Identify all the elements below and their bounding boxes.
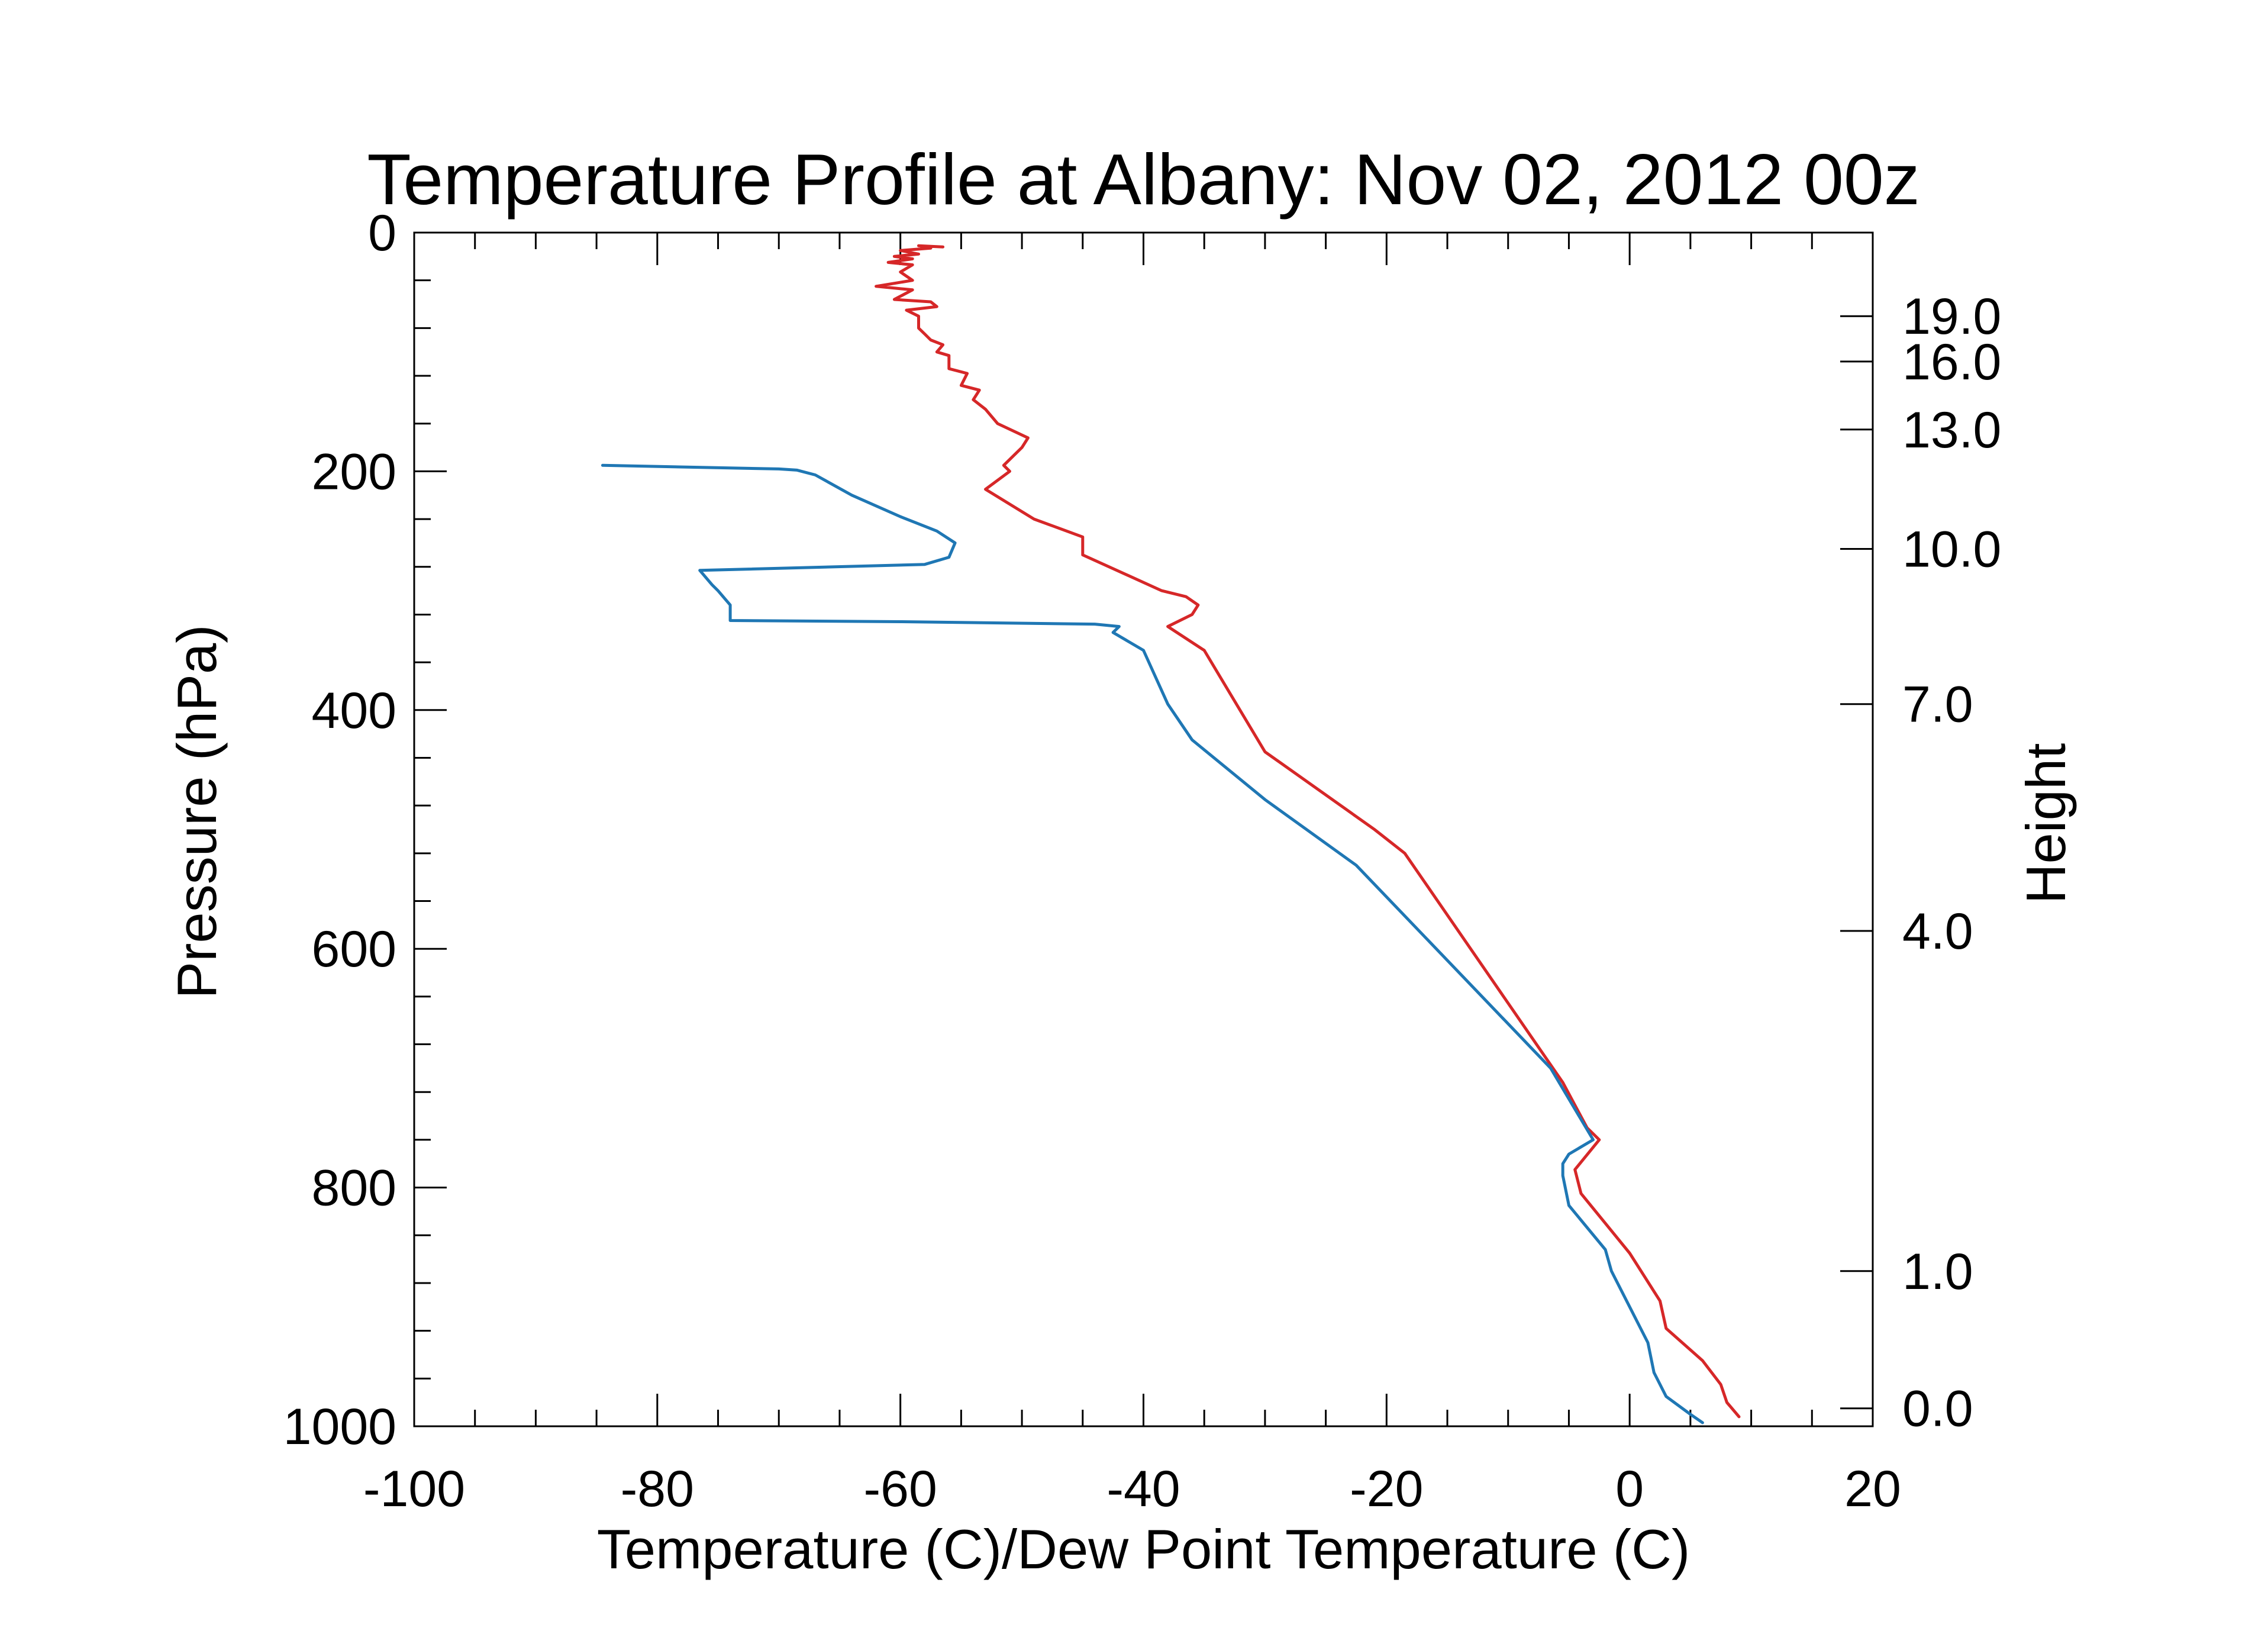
dew-point-temperature-line <box>601 463 1704 1424</box>
height-tick-label: 4.0 <box>1902 903 1973 960</box>
y-tick-label: 600 <box>312 921 397 978</box>
height-tick-label: 7.0 <box>1902 676 1973 733</box>
height-tick-label: 10.0 <box>1902 521 2001 578</box>
x-tick-label: -80 <box>621 1461 694 1517</box>
height-tick-label: 16.0 <box>1902 334 2001 391</box>
x-tick-label: -100 <box>363 1461 465 1517</box>
x-tick-label: 0 <box>1615 1461 1644 1517</box>
height-tick-label: 0.0 <box>1902 1381 1973 1438</box>
x-tick-label: 20 <box>1844 1461 1901 1517</box>
height-tick-label: 13.0 <box>1902 402 2001 459</box>
temperature-line <box>875 244 1741 1419</box>
x-tick-label: -20 <box>1350 1461 1423 1517</box>
y-tick-label: 400 <box>312 682 397 739</box>
plot-frame <box>413 231 1874 1427</box>
height-tick-label: 19.0 <box>1902 288 2001 345</box>
height-tick-label: 1.0 <box>1902 1243 1973 1300</box>
y-tick-label: 0 <box>368 205 396 262</box>
x-axis-title: Temperature (C)/Dew Point Temperature (C… <box>597 1518 1690 1580</box>
y-axis: 0 200 400 600 800 1000 <box>283 205 447 1455</box>
height-axis: 19.016.0 13.0 10.0 7.0 4.0 1.0 0.0 <box>1840 288 2001 1438</box>
y-tick-label: 200 <box>312 443 397 500</box>
y-tick-label: 800 <box>312 1160 397 1217</box>
chart-title: Temperature Profile at Albany: Nov 02, 2… <box>367 139 1920 220</box>
y-tick-label: 1000 <box>283 1398 396 1455</box>
y-axis-title: Pressure (hPa) <box>166 624 228 998</box>
x-tick-label: -60 <box>864 1461 937 1517</box>
series-group <box>601 244 1741 1424</box>
x-tick-label: -40 <box>1106 1461 1180 1517</box>
x-axis: -100 -80 -60 -40 -20 0 20 <box>363 233 1901 1517</box>
height-axis-title: Height <box>2015 743 2077 904</box>
